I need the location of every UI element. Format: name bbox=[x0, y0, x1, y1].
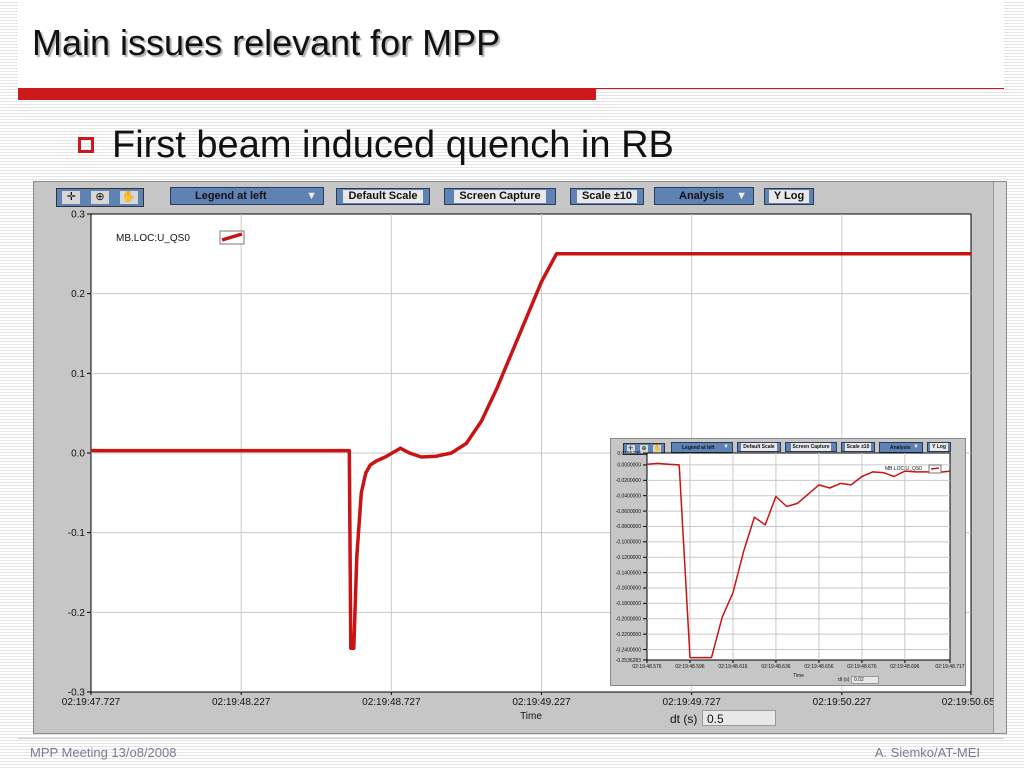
title-area bbox=[18, 0, 1004, 88]
bullet-item: First beam induced quench in RB bbox=[78, 122, 674, 168]
inset-plot[interactable]: 02:19:48.576 02:19:48.596 02:19:48.616 02:1… bbox=[611, 439, 966, 686]
inset-y-log-label: Y Log bbox=[930, 443, 948, 451]
graph-tool-palette[interactable]: ✛ ⊕ ✋ bbox=[56, 188, 144, 207]
inset-dt-input[interactable]: 0.02 bbox=[851, 676, 879, 684]
x-tick-label: 02:19:48.616 bbox=[718, 664, 747, 670]
title-rule-line bbox=[596, 88, 1004, 89]
chevron-down-icon: ▼ bbox=[736, 190, 747, 202]
x-tick-label: 02:19:48.636 bbox=[761, 664, 790, 670]
y-tick-label: -0.0600000 bbox=[616, 509, 642, 515]
dt-label: dt (s) bbox=[670, 712, 698, 726]
scale-10-label: Scale ±10 bbox=[576, 190, 638, 203]
scale-10-button[interactable]: Scale ±10 bbox=[570, 188, 644, 205]
zoom-icon[interactable]: ⊕ bbox=[90, 191, 109, 204]
inset-default-scale-label: Default Scale bbox=[741, 443, 777, 451]
x-tick-label: 02:19:48.656 bbox=[804, 664, 833, 670]
square-bullet-icon bbox=[78, 137, 94, 153]
x-tick-label: 02:19:48.227 bbox=[212, 697, 271, 708]
x-tick-label: 02:19:47.727 bbox=[62, 697, 121, 708]
graph-toolbar: ✛ ⊕ ✋ Legend at left ▼ Default Scale Scr… bbox=[34, 182, 1006, 212]
legend-dropdown-label: Legend at left bbox=[195, 190, 267, 202]
x-tick-label: 02:19:49.727 bbox=[662, 697, 721, 708]
inset-screen-capture-label: Screen Capture bbox=[790, 443, 832, 451]
legend-swatch bbox=[930, 467, 940, 470]
dt-input[interactable]: 0.5 bbox=[702, 710, 776, 726]
y-tick-label: -0.0200000 bbox=[616, 478, 642, 484]
y-tick-label: 0.0000000 bbox=[617, 463, 641, 469]
default-scale-button[interactable]: Default Scale bbox=[336, 188, 430, 205]
legend-swatch bbox=[221, 232, 243, 242]
x-tick-label: 02:19:48.727 bbox=[362, 697, 421, 708]
y-tick-label: 0.2 bbox=[71, 289, 85, 300]
y-tick-label: -0.2400000 bbox=[616, 647, 642, 653]
inset-dt-label: dt (s) bbox=[838, 677, 850, 683]
screen-capture-label: Screen Capture bbox=[454, 190, 546, 203]
y-tick-label: -0.1200000 bbox=[616, 555, 642, 561]
legend-label: MB.LOC:U_QS0 bbox=[116, 233, 190, 244]
x-tick-label: 02:19:48.717 bbox=[935, 664, 964, 670]
inset-zoom-screenshot: ✛ ⊕ ✋ Legend at left ▼ Default Scale Scr… bbox=[610, 438, 966, 686]
legend-label: MB.LOC:U_QS0 bbox=[885, 466, 922, 472]
x-axis-label: Time bbox=[520, 711, 542, 722]
y-tick-label: -0.0400000 bbox=[616, 493, 642, 499]
page-title: Main issues relevant for MPP bbox=[32, 22, 501, 63]
inset-legend-label: Legend at left bbox=[682, 444, 715, 451]
hand-icon[interactable]: ✋ bbox=[653, 445, 662, 453]
y-tick-label: -0.1800000 bbox=[616, 601, 642, 607]
inset-screen-capture-button[interactable]: Screen Capture bbox=[785, 442, 837, 452]
plot-area bbox=[646, 452, 951, 661]
x-tick-label: 02:19:50.657 bbox=[942, 697, 1001, 708]
y-tick-label: 0.0155196 bbox=[617, 451, 641, 457]
default-scale-label: Default Scale bbox=[343, 190, 423, 203]
y-tick-label: -0.2 bbox=[68, 608, 86, 619]
labview-graph-screenshot: ✛ ⊕ ✋ Legend at left ▼ Default Scale Scr… bbox=[33, 181, 1007, 734]
x-tick-label: 02:19:49.227 bbox=[512, 697, 571, 708]
x-tick-label: 02:19:48.696 bbox=[890, 664, 919, 670]
y-tick-label: -0.1400000 bbox=[616, 570, 642, 576]
x-tick-label: 02:19:50.227 bbox=[813, 697, 872, 708]
inset-scale-10-label: Scale ±10 bbox=[844, 443, 872, 451]
y-tick-label: 0.0 bbox=[71, 449, 85, 460]
y-tick-label: -0.1 bbox=[68, 528, 86, 539]
series-line bbox=[646, 462, 951, 659]
title-red-rule bbox=[18, 88, 596, 100]
inset-analysis-label: Analysis bbox=[890, 444, 911, 451]
y-tick-label: -0.0800000 bbox=[616, 524, 642, 530]
y-log-label: Y Log bbox=[768, 190, 810, 203]
y-tick-label: 0.3 bbox=[71, 210, 85, 221]
inset-default-scale-button[interactable]: Default Scale bbox=[737, 442, 781, 452]
y-tick-label: -0.1600000 bbox=[616, 586, 642, 592]
inset-scale-10-button[interactable]: Scale ±10 bbox=[841, 442, 875, 452]
legend-dropdown[interactable]: Legend at left ▼ bbox=[170, 187, 324, 205]
bullet-text: First beam induced quench in RB bbox=[112, 123, 674, 166]
x-tick-label: 02:19:48.596 bbox=[675, 664, 704, 670]
hand-icon[interactable]: ✋ bbox=[119, 191, 138, 204]
footer-left: MPP Meeting 13/o8/2008 bbox=[30, 745, 177, 760]
footer-right: A. Siemko/AT-MEI bbox=[874, 745, 980, 760]
inset-y-log-button[interactable]: Y Log bbox=[927, 442, 951, 452]
y-tick-label: -0.2000000 bbox=[616, 617, 642, 623]
chevron-down-icon: ▼ bbox=[723, 444, 729, 450]
crosshair-icon[interactable]: ✛ bbox=[626, 445, 635, 453]
x-tick-label: 02:19:48.576 bbox=[632, 664, 661, 670]
chevron-down-icon: ▼ bbox=[913, 444, 919, 450]
x-tick-label: 02:19:48.676 bbox=[847, 664, 876, 670]
analysis-dropdown-label: Analysis bbox=[679, 190, 725, 202]
footer-rule bbox=[18, 738, 1004, 739]
x-axis-label: Time bbox=[793, 673, 804, 679]
y-tick-label: 0.1 bbox=[71, 369, 85, 380]
crosshair-icon[interactable]: ✛ bbox=[62, 191, 81, 204]
chevron-down-icon: ▼ bbox=[306, 190, 317, 202]
y-tick-label: -0.1000000 bbox=[616, 540, 642, 546]
series-line bbox=[91, 252, 971, 650]
y-log-button[interactable]: Y Log bbox=[764, 188, 814, 205]
y-tick-label: -0.3 bbox=[68, 688, 86, 699]
inset-tool-palette[interactable]: ✛ ⊕ ✋ bbox=[623, 443, 665, 455]
y-tick-label: -0.2200000 bbox=[616, 632, 642, 638]
analysis-dropdown[interactable]: Analysis ▼ bbox=[654, 187, 754, 205]
zoom-icon[interactable]: ⊕ bbox=[639, 445, 648, 453]
y-tick-label: -0.2536283 bbox=[616, 658, 642, 664]
screen-capture-button[interactable]: Screen Capture bbox=[444, 188, 556, 205]
